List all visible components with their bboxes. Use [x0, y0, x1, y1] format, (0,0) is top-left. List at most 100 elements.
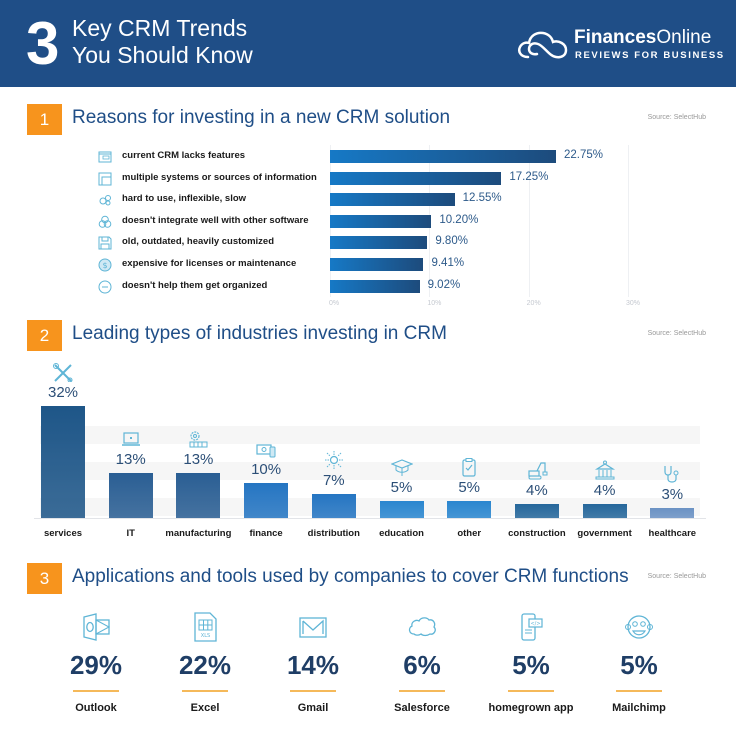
bar	[330, 150, 556, 163]
money-icon-wrap	[255, 439, 277, 459]
salesforce-cloud-icon-wrap	[407, 612, 437, 642]
bar-value-label: 10.20%	[439, 213, 479, 226]
section-number-badge: 3	[27, 563, 62, 594]
gears-icon	[99, 195, 111, 206]
tool-name: Outlook	[75, 702, 117, 714]
category-label: construction	[508, 528, 566, 539]
bar	[311, 493, 356, 518]
bar	[330, 193, 455, 207]
tool-percent: 6%	[403, 650, 441, 680]
reason-row: doesn't integrate well with other softwa…	[98, 214, 658, 230]
svg-text:</>: </>	[530, 621, 540, 627]
mailchimp-monkey-icon	[625, 615, 653, 639]
bar	[108, 472, 153, 518]
minus-circle-icon	[98, 280, 112, 294]
bar-value-label: 12.55%	[462, 192, 502, 205]
tool-stat: 29% Outlook	[41, 612, 151, 714]
salesforce-cloud-icon	[408, 617, 436, 637]
orange-divider	[399, 690, 445, 692]
grid-band	[40, 426, 700, 444]
bar-value-label: 9.02%	[427, 278, 461, 291]
distribution-hub-icon	[324, 450, 343, 469]
category-label: healthcare	[648, 528, 697, 539]
bar	[41, 406, 85, 518]
section-1-heading: 1 Reasons for investing in a new CRM sol…	[0, 104, 736, 135]
baseline	[34, 518, 706, 519]
bar-value-label: 5%	[390, 478, 413, 496]
tool-name: Excel	[190, 702, 220, 714]
bar	[176, 472, 221, 518]
tool-percent: 29%	[69, 650, 123, 680]
title-line-1: Key CRM Trends	[72, 15, 248, 41]
reason-row: hard to use, inflexible, slow	[98, 192, 658, 208]
category-label: services	[43, 528, 83, 539]
gears-icon-wrap	[98, 193, 112, 207]
reason-row: doesn't help them get organized	[98, 279, 658, 295]
bar	[582, 504, 627, 518]
bar-value-label: 22.75%	[563, 149, 603, 161]
page-title: Key CRM Trends You Should Know	[72, 15, 253, 69]
bar	[330, 236, 428, 250]
gridline	[528, 145, 530, 297]
logo-brand-light: Online	[656, 27, 712, 48]
tool-name: Salesforce	[394, 702, 450, 714]
orange-divider	[182, 690, 228, 692]
bar-value-label: 13%	[183, 450, 214, 468]
bar-value-label: 10%	[251, 461, 282, 478]
svg-text:XLS: XLS	[201, 633, 210, 639]
reason-label: doesn't help them get organized	[122, 279, 268, 291]
tool-name: Gmail	[297, 702, 329, 714]
source-note: Source: SelectHub	[647, 330, 706, 337]
outlook-icon-wrap	[81, 612, 111, 642]
dollar-coin-icon-wrap: $	[98, 258, 112, 272]
section-title: Leading types of industries investing in…	[72, 323, 447, 344]
tools-icon-wrap	[52, 362, 74, 383]
bar-value-label: 5%	[458, 478, 481, 496]
category-label: distribution	[307, 528, 360, 539]
financesonline-logo[interactable]: FinancesOnline REVIEWS FOR BUSINESS	[516, 27, 723, 62]
dollar-coin-icon: $	[98, 258, 112, 272]
reason-label: current CRM lacks features	[122, 150, 246, 161]
bar	[330, 258, 424, 271]
reason-row: multiple systems or sources of informati…	[98, 171, 658, 187]
bar	[330, 214, 432, 228]
x-tick-label: 30%	[626, 300, 641, 307]
laptop-icon-wrap	[120, 429, 142, 449]
category-label: government	[577, 528, 632, 539]
excel-sheet-icon: XLS	[194, 612, 217, 642]
minus-circle-icon-wrap	[98, 280, 112, 294]
crm-screen-icon	[98, 151, 112, 163]
bar-value-label: 17.25%	[509, 170, 549, 183]
integration-circles-icon-wrap	[98, 215, 112, 229]
bar	[330, 171, 502, 185]
factory-gear-icon-wrap	[187, 429, 209, 449]
reason-row: old, outdated, heavily customized	[98, 235, 658, 251]
laptop-icon	[121, 431, 140, 446]
government-building-icon	[594, 460, 615, 480]
section-3-heading: 3 Applications and tools used by compani…	[0, 563, 736, 594]
layout-icon	[98, 172, 112, 186]
title-line-2: You Should Know	[72, 42, 253, 68]
tool-percent: 5%	[512, 650, 550, 680]
category-label: education	[379, 528, 424, 539]
mailchimp-monkey-icon-wrap	[624, 612, 654, 642]
tool-percent: 5%	[620, 650, 658, 680]
tool-name: homegrown app	[488, 702, 574, 714]
category-label: IT	[126, 528, 135, 539]
header-number: 3	[26, 10, 60, 77]
mobile-code-icon: </>	[521, 613, 543, 641]
bar	[447, 500, 492, 518]
logo-brand-bold: Finances	[574, 27, 657, 48]
money-icon	[256, 444, 276, 458]
tools-icon	[53, 363, 73, 383]
integration-circles-icon	[98, 215, 112, 228]
tool-stat: </> 5% homegrown app	[476, 612, 586, 714]
x-tick-label: 20%	[526, 300, 541, 307]
floppy-disk-icon	[98, 236, 112, 250]
section-number-badge: 2	[27, 320, 62, 351]
reason-label: old, outdated, heavily customized	[122, 236, 275, 248]
reason-row: current CRM lacks features	[98, 149, 658, 165]
tool-stat: 14% Gmail	[258, 612, 368, 714]
reason-row: $ expensive for licenses or maintenance	[98, 257, 658, 273]
source-note: Source: SelectHub	[647, 573, 706, 580]
